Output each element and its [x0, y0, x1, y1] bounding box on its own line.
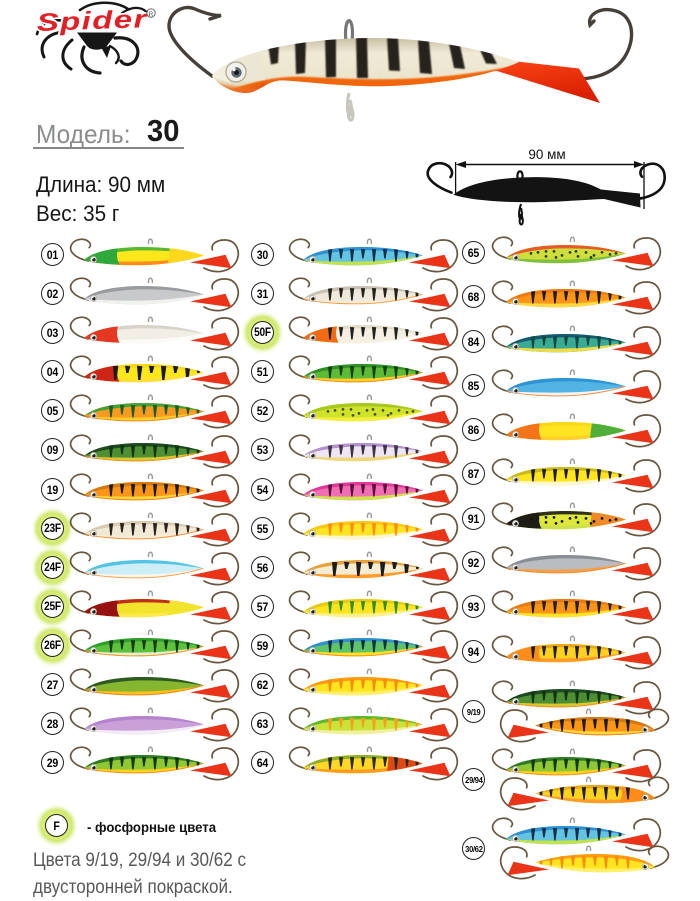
svg-text:R: R — [149, 11, 154, 18]
svg-text:Spider: Spider — [36, 6, 148, 37]
svg-text:90 мм: 90 мм — [528, 147, 565, 162]
